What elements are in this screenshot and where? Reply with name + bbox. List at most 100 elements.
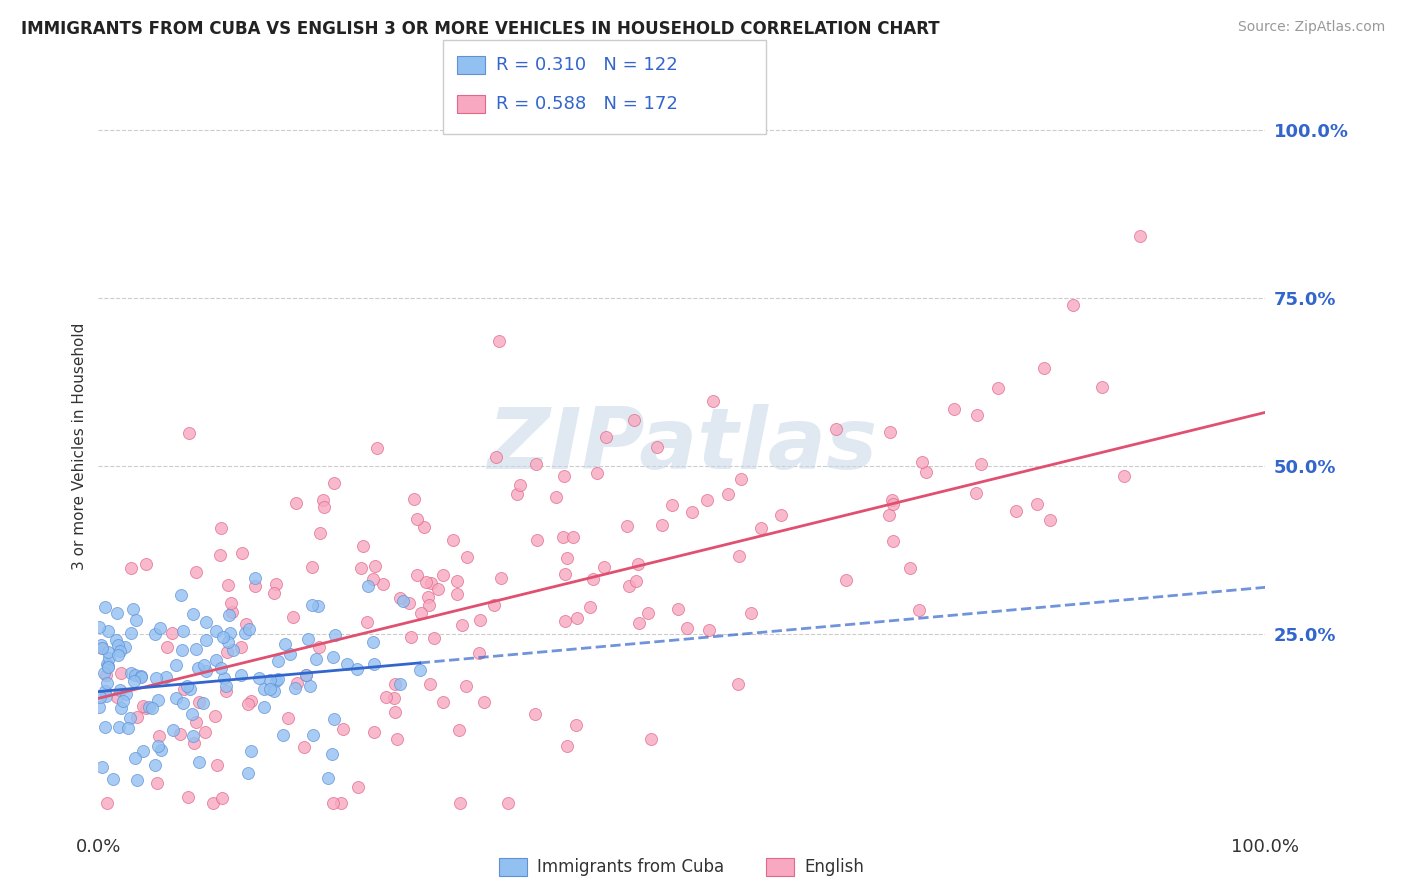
- Point: [117, 722, 139, 736]
- Point: [221, 643, 243, 657]
- Point: [218, 626, 240, 640]
- Point: [446, 587, 468, 601]
- Point: [193, 657, 215, 672]
- Point: [398, 596, 420, 610]
- Point: [626, 574, 648, 589]
- Point: [91, 641, 114, 656]
- Point: [143, 627, 166, 641]
- Point: [107, 638, 129, 652]
- Point: [120, 665, 142, 680]
- Point: [183, 736, 205, 750]
- Point: [388, 591, 411, 606]
- Point: [243, 579, 266, 593]
- Point: [145, 671, 167, 685]
- Point: [554, 614, 576, 628]
- Point: [105, 632, 128, 647]
- Point: [509, 477, 531, 491]
- Point: [579, 600, 602, 615]
- Point: [173, 681, 195, 696]
- Point: [322, 650, 344, 665]
- Point: [914, 466, 936, 480]
- Point: [356, 615, 378, 630]
- Point: [129, 670, 152, 684]
- Point: [299, 679, 322, 693]
- Point: [585, 467, 607, 481]
- Point: [211, 791, 233, 805]
- Point: [489, 571, 512, 585]
- Point: [496, 796, 519, 810]
- Point: [124, 668, 146, 682]
- Point: [94, 684, 117, 698]
- Point: [1129, 229, 1152, 244]
- Point: [681, 505, 703, 519]
- Point: [666, 602, 689, 616]
- Point: [91, 760, 114, 774]
- Point: [215, 683, 238, 698]
- Text: ZIPatlas: ZIPatlas: [486, 404, 877, 488]
- Point: [122, 674, 145, 689]
- Point: [253, 699, 276, 714]
- Point: [879, 425, 901, 440]
- Point: [969, 457, 991, 471]
- Point: [148, 739, 170, 753]
- Point: [103, 772, 125, 787]
- Point: [219, 596, 242, 610]
- Point: [966, 408, 988, 422]
- Point: [409, 606, 432, 620]
- Text: English: English: [804, 858, 865, 876]
- Point: [233, 626, 256, 640]
- Point: [217, 578, 239, 592]
- Point: [201, 796, 224, 810]
- Point: [97, 659, 120, 673]
- Point: [149, 621, 172, 635]
- Point: [361, 635, 384, 649]
- Point: [238, 766, 260, 780]
- Point: [371, 576, 394, 591]
- Point: [281, 610, 304, 624]
- Point: [263, 684, 285, 698]
- Point: [697, 624, 720, 638]
- Point: [375, 690, 398, 704]
- Point: [94, 689, 117, 703]
- Point: [1039, 513, 1062, 527]
- Point: [105, 606, 128, 620]
- Point: [882, 497, 904, 511]
- Point: [1005, 504, 1028, 518]
- Point: [177, 789, 200, 804]
- Point: [880, 493, 903, 508]
- Point: [730, 473, 752, 487]
- Point: [132, 744, 155, 758]
- Point: [332, 723, 354, 737]
- Point: [357, 579, 380, 593]
- Point: [187, 695, 209, 709]
- Point: [89, 638, 111, 652]
- Point: [292, 740, 315, 755]
- Point: [312, 500, 335, 514]
- Point: [555, 551, 578, 566]
- Point: [221, 605, 243, 619]
- Point: [405, 512, 427, 526]
- Point: [382, 690, 405, 705]
- Point: [366, 441, 388, 455]
- Point: [321, 747, 343, 762]
- Point: [352, 539, 374, 553]
- Point: [87, 620, 110, 634]
- Point: [229, 640, 252, 655]
- Point: [1091, 379, 1114, 393]
- Point: [308, 640, 330, 654]
- Point: [312, 492, 335, 507]
- Point: [406, 568, 429, 582]
- Point: [302, 728, 325, 742]
- Point: [148, 730, 170, 744]
- Point: [218, 607, 240, 622]
- Point: [146, 776, 169, 790]
- Point: [301, 560, 323, 574]
- Point: [485, 450, 508, 465]
- Point: [125, 772, 148, 787]
- Point: [675, 621, 697, 635]
- Point: [617, 579, 640, 593]
- Point: [363, 725, 385, 739]
- Point: [1062, 298, 1084, 312]
- Point: [120, 561, 142, 575]
- Point: [217, 635, 239, 649]
